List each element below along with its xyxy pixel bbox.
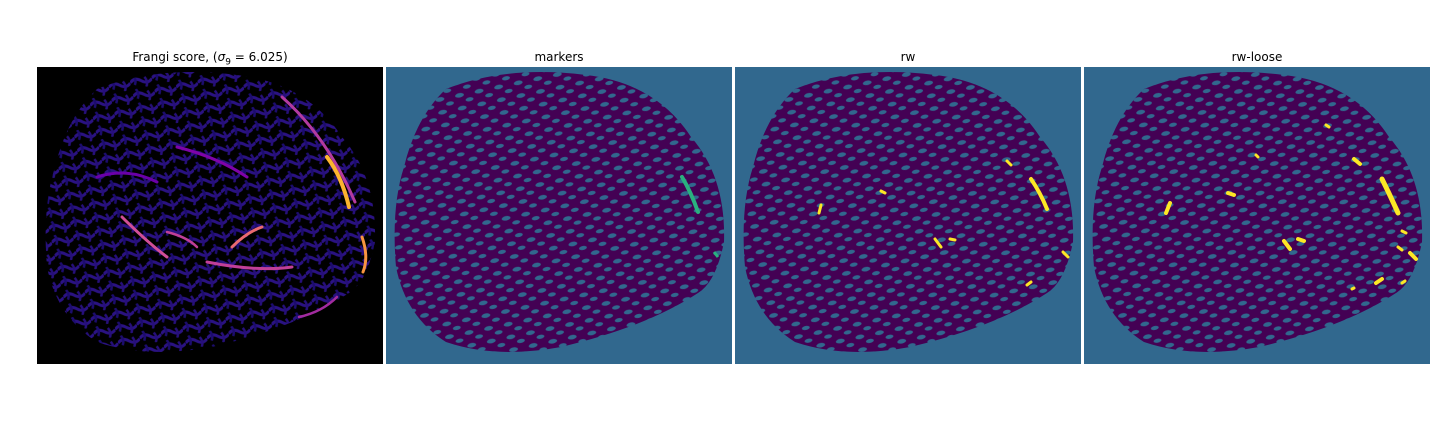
vessel <box>95 171 159 184</box>
vessel <box>165 230 199 249</box>
segment <box>1400 229 1408 235</box>
frangi-score-image <box>37 67 383 364</box>
vessel <box>175 145 249 179</box>
segment <box>817 203 823 215</box>
tissue-region <box>1092 72 1423 352</box>
vessel <box>205 260 294 271</box>
segment <box>1226 191 1236 197</box>
segment <box>1025 280 1033 287</box>
markers-panel-title: markers <box>534 50 584 64</box>
vessel <box>280 95 357 204</box>
segment <box>1400 279 1407 285</box>
segment <box>948 237 957 242</box>
segment <box>1164 201 1172 215</box>
frangi-score-svg <box>45 72 376 352</box>
vessel <box>360 235 368 274</box>
vessel <box>297 295 339 319</box>
segment <box>1374 277 1384 285</box>
marker-vessel <box>712 251 720 258</box>
segment <box>1029 177 1049 211</box>
segment <box>1254 153 1260 159</box>
segment <box>1282 239 1292 251</box>
segment <box>1408 251 1418 261</box>
vessel <box>325 155 351 209</box>
segment <box>1061 250 1070 259</box>
tissue-region <box>743 72 1074 352</box>
markers-svg <box>394 72 725 352</box>
segment <box>1352 157 1362 166</box>
segment <box>1396 245 1404 252</box>
rw-loose-svg <box>1092 72 1423 352</box>
rw-panel-title: rw <box>900 50 916 64</box>
vessel <box>230 225 264 249</box>
vessel <box>120 215 169 259</box>
segment <box>1005 159 1013 167</box>
segment <box>1296 237 1306 243</box>
rw-svg <box>743 72 1074 352</box>
markers-image <box>386 67 732 364</box>
tissue-region <box>394 72 725 352</box>
segment <box>1324 123 1331 129</box>
segment <box>1350 286 1356 291</box>
segment <box>879 189 887 195</box>
tissue-region <box>45 72 376 352</box>
rw-loose-image <box>1084 67 1430 364</box>
rw-image <box>735 67 1081 364</box>
frangi-panel-title: Frangi score, (σ9 = 6.025) <box>132 50 288 68</box>
segment <box>1379 176 1401 216</box>
marker-vessel <box>680 175 700 214</box>
segment <box>933 237 943 249</box>
rw-loose-panel-title: rw-loose <box>1231 50 1283 64</box>
